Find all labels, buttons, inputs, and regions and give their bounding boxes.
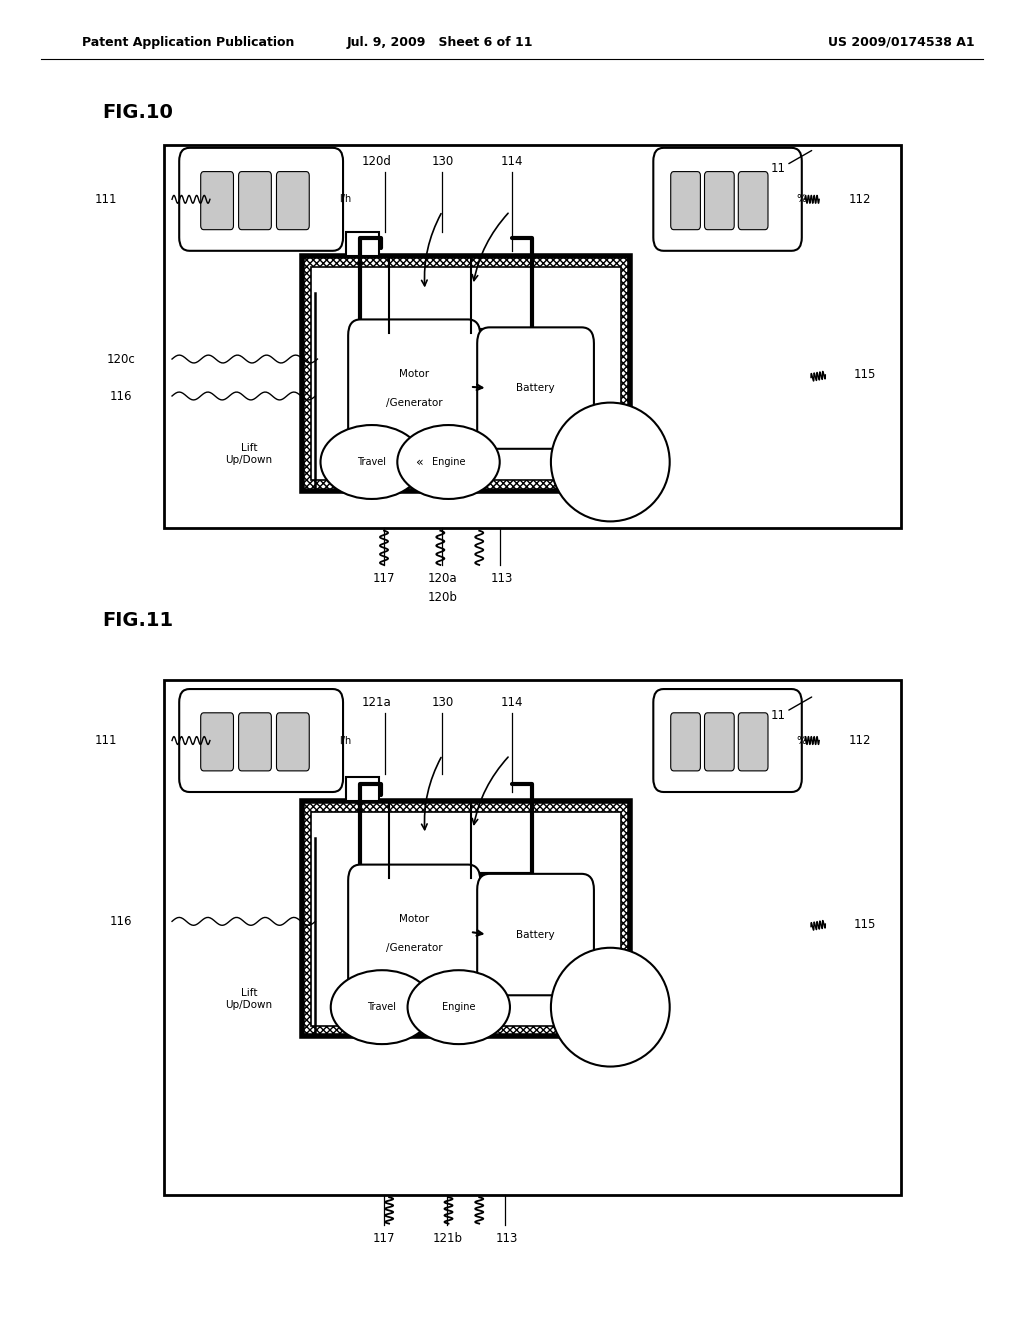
Text: FIG.11: FIG.11 — [102, 611, 173, 630]
Bar — [164, 145, 901, 528]
FancyBboxPatch shape — [239, 172, 271, 230]
Text: Travel: Travel — [368, 1002, 396, 1012]
Text: Engine: Engine — [432, 457, 465, 467]
Ellipse shape — [397, 425, 500, 499]
Text: 111: 111 — [94, 193, 117, 206]
Ellipse shape — [331, 970, 433, 1044]
Text: /Generator: /Generator — [386, 942, 442, 953]
Text: 112: 112 — [849, 734, 871, 747]
Text: Travel: Travel — [357, 457, 386, 467]
FancyBboxPatch shape — [477, 327, 594, 449]
FancyBboxPatch shape — [348, 319, 480, 454]
FancyBboxPatch shape — [201, 713, 233, 771]
Ellipse shape — [551, 948, 670, 1067]
Text: l/h: l/h — [339, 194, 351, 205]
Text: FIG.10: FIG.10 — [102, 103, 173, 121]
FancyBboxPatch shape — [179, 148, 343, 251]
Text: Patent Application Publication: Patent Application Publication — [82, 36, 294, 49]
Text: 114: 114 — [501, 154, 523, 168]
Text: 130: 130 — [431, 696, 454, 709]
Text: 11: 11 — [771, 162, 785, 176]
FancyBboxPatch shape — [477, 874, 594, 995]
Ellipse shape — [408, 970, 510, 1044]
FancyBboxPatch shape — [738, 713, 768, 771]
Text: 130: 130 — [431, 154, 454, 168]
FancyBboxPatch shape — [201, 172, 233, 230]
Text: US 2009/0174538 A1: US 2009/0174538 A1 — [827, 36, 975, 49]
Text: 113: 113 — [496, 1232, 518, 1245]
Text: Lift
Up/Down: Lift Up/Down — [225, 989, 272, 1010]
FancyBboxPatch shape — [671, 172, 700, 230]
Bar — [311, 812, 621, 1026]
Text: 120a: 120a — [428, 572, 457, 585]
Text: 117: 117 — [373, 572, 395, 585]
Text: 112: 112 — [849, 193, 871, 206]
Text: 120b: 120b — [427, 591, 458, 605]
Text: %: % — [797, 735, 807, 746]
Text: 115: 115 — [854, 368, 877, 381]
Text: 111: 111 — [94, 734, 117, 747]
Text: Lift
Up/Down: Lift Up/Down — [225, 444, 272, 465]
Text: 113: 113 — [490, 572, 513, 585]
Text: 120c: 120c — [106, 352, 135, 366]
Bar — [302, 256, 630, 491]
FancyBboxPatch shape — [705, 172, 734, 230]
FancyBboxPatch shape — [179, 689, 343, 792]
FancyBboxPatch shape — [276, 713, 309, 771]
FancyBboxPatch shape — [671, 713, 700, 771]
Text: 116: 116 — [110, 389, 132, 403]
Text: Jul. 9, 2009   Sheet 6 of 11: Jul. 9, 2009 Sheet 6 of 11 — [347, 36, 534, 49]
Text: 120d: 120d — [361, 154, 392, 168]
Bar — [164, 680, 901, 1195]
Text: 114: 114 — [501, 696, 523, 709]
Text: /Generator: /Generator — [386, 397, 442, 408]
FancyBboxPatch shape — [705, 713, 734, 771]
Text: 115: 115 — [854, 917, 877, 931]
Text: 11: 11 — [771, 709, 785, 722]
Ellipse shape — [551, 403, 670, 521]
Text: 117: 117 — [373, 1232, 395, 1245]
Bar — [346, 777, 379, 801]
Text: Engine: Engine — [442, 1002, 475, 1012]
Text: Battery: Battery — [516, 383, 555, 393]
Text: l/h: l/h — [339, 735, 351, 746]
Text: 116: 116 — [110, 915, 132, 928]
FancyBboxPatch shape — [276, 172, 309, 230]
Text: Battery: Battery — [516, 929, 555, 940]
Bar — [346, 232, 379, 256]
Bar — [311, 267, 621, 480]
Text: %: % — [797, 194, 807, 205]
FancyBboxPatch shape — [348, 865, 480, 999]
Text: Motor: Motor — [399, 913, 429, 924]
Text: 121a: 121a — [361, 696, 392, 709]
FancyBboxPatch shape — [653, 689, 802, 792]
Bar — [302, 801, 630, 1036]
Text: «: « — [416, 455, 424, 469]
Ellipse shape — [321, 425, 423, 499]
Text: 121b: 121b — [432, 1232, 463, 1245]
FancyBboxPatch shape — [653, 148, 802, 251]
FancyBboxPatch shape — [738, 172, 768, 230]
Text: Motor: Motor — [399, 368, 429, 379]
FancyBboxPatch shape — [239, 713, 271, 771]
